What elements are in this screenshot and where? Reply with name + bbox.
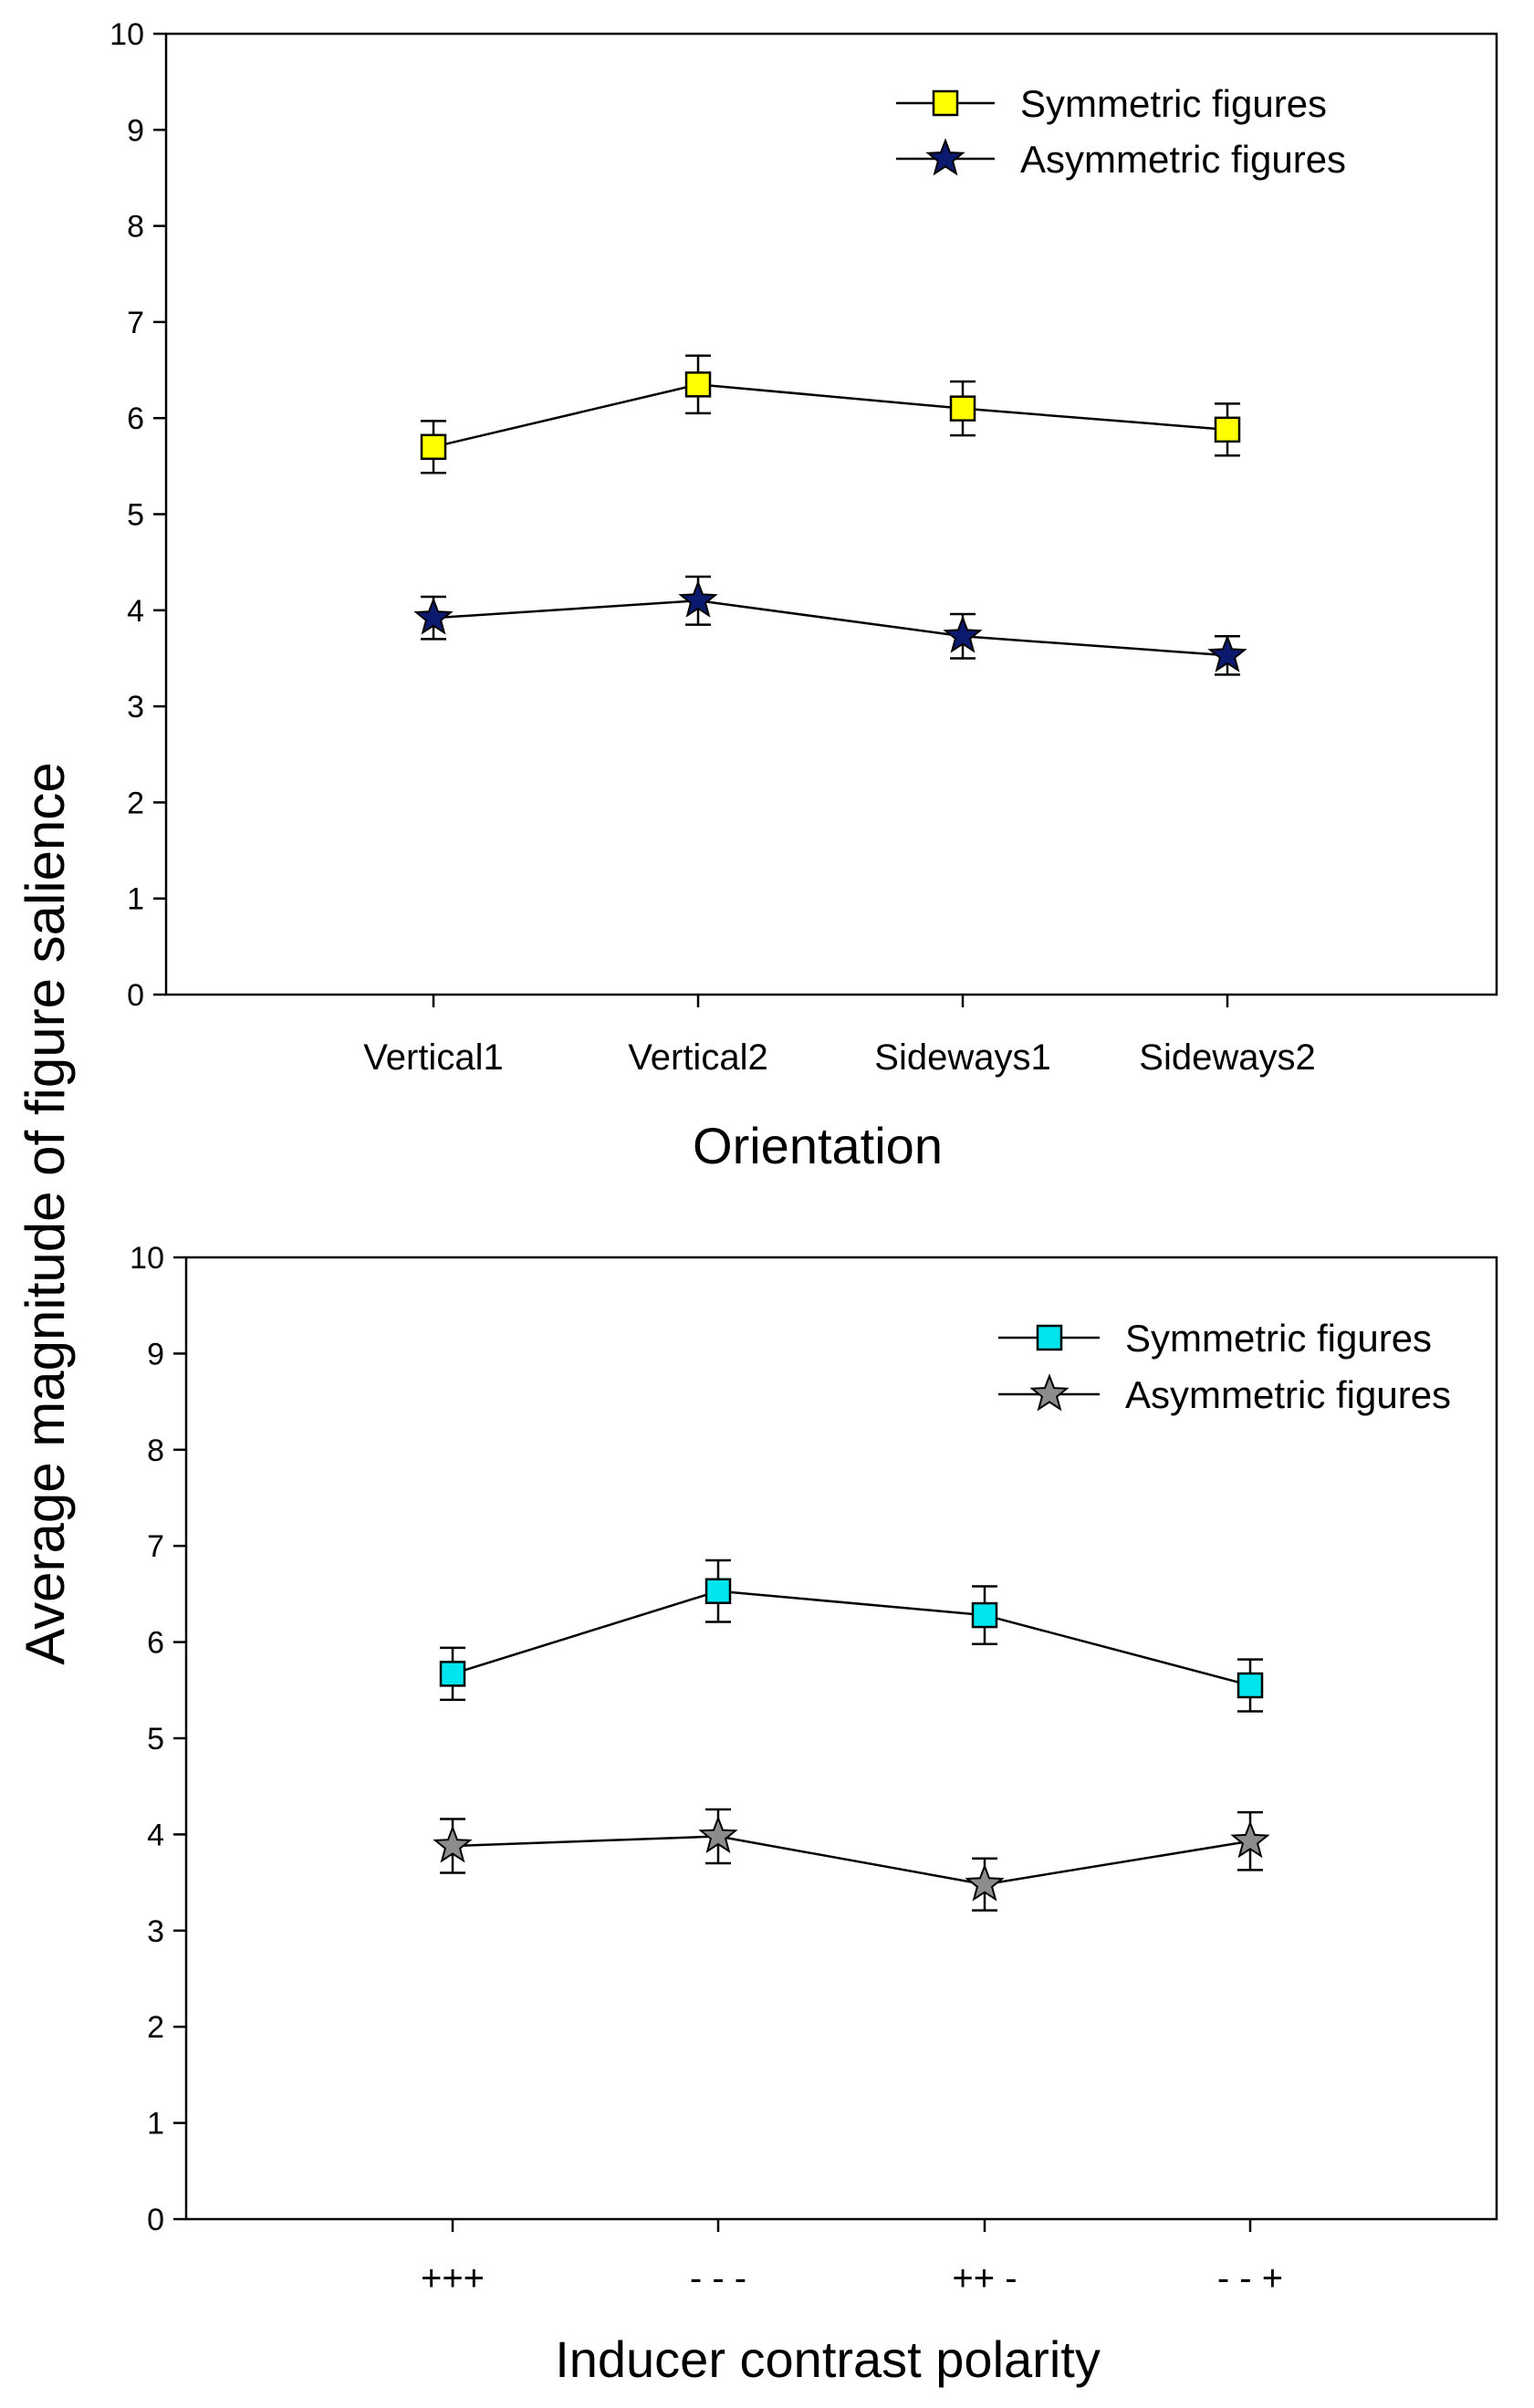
data-point xyxy=(943,615,983,653)
series-line xyxy=(452,1835,1251,1886)
y-axis-title: Average magnitude of figure salience xyxy=(15,762,76,1665)
y-tick-label: 6 xyxy=(147,1626,164,1661)
series-line xyxy=(433,599,1228,657)
legend-label: Symmetric figures xyxy=(1125,1317,1432,1360)
y-tick-label: 10 xyxy=(130,1241,164,1276)
data-point xyxy=(433,1825,473,1863)
data-point xyxy=(949,395,976,422)
data-point xyxy=(420,433,447,461)
series-line xyxy=(433,383,1228,449)
y-tick-label: 7 xyxy=(147,1529,164,1564)
data-point xyxy=(1230,1819,1270,1859)
y-tick-label: 3 xyxy=(147,1914,164,1949)
y-tick-label: 4 xyxy=(127,594,144,629)
y-tick-label: 5 xyxy=(147,1722,164,1756)
data-point xyxy=(965,1863,1005,1902)
data-point xyxy=(1214,416,1241,443)
y-tick-label: 2 xyxy=(147,2010,164,2045)
data-point xyxy=(704,1578,732,1604)
x-tick-label: ++ - xyxy=(952,2258,1017,2299)
chart-panel-orientation: 0 1 2 3 4 5 6 7 8 9 10 Vertical1 Vertical2 Sideways1 S… xyxy=(110,17,1498,1174)
legend-marker xyxy=(1029,1373,1070,1412)
y-tick-label: 5 xyxy=(127,498,144,533)
y-tick-label: 3 xyxy=(127,690,144,724)
y-tick-label: 7 xyxy=(127,306,144,340)
data-point xyxy=(1237,1672,1264,1699)
legend-label: Symmetric figures xyxy=(1020,82,1327,125)
x-tick-label: Vertical2 xyxy=(628,1037,767,1078)
chart-panel-inducer-contrast: 0 1 2 3 4 5 6 7 8 9 10 +++ - - - ++ - - - + Inducer con… xyxy=(130,1241,1498,2388)
data-point xyxy=(698,1815,738,1853)
legend-marker xyxy=(925,138,965,176)
data-point xyxy=(684,371,712,398)
data-point xyxy=(413,597,454,635)
y-tick-label: 4 xyxy=(147,1818,164,1852)
y-tick-label: 1 xyxy=(127,882,144,917)
x-tick-label: Vertical1 xyxy=(363,1037,503,1078)
data-point xyxy=(1207,634,1247,672)
data-point xyxy=(971,1601,998,1629)
y-tick-label: 9 xyxy=(147,1337,164,1371)
x-tick-label: +++ xyxy=(421,2258,485,2299)
series-line xyxy=(452,1590,1251,1687)
data-point xyxy=(678,579,718,618)
y-tick-label: 1 xyxy=(147,2107,164,2142)
x-axis-title: Inducer contrast polarity xyxy=(555,2330,1101,2388)
x-tick-label: Sideways1 xyxy=(874,1037,1050,1078)
legend-label: Asymmetric figures xyxy=(1020,138,1346,181)
y-tick-label: 0 xyxy=(147,2203,164,2237)
y-tick-label: 8 xyxy=(147,1433,164,1468)
x-tick-label: Sideways2 xyxy=(1139,1037,1315,1078)
y-tick-label: 0 xyxy=(127,978,144,1013)
data-point xyxy=(439,1661,466,1687)
legend-label: Asymmetric figures xyxy=(1125,1373,1451,1416)
y-tick-label: 9 xyxy=(127,113,144,148)
y-tick-label: 10 xyxy=(110,17,144,52)
x-tick-label: - - + xyxy=(1217,2258,1283,2299)
y-tick-label: 2 xyxy=(127,786,144,820)
legend-marker xyxy=(932,89,959,117)
x-axis-title: Orientation xyxy=(693,1117,943,1174)
y-tick-label: 6 xyxy=(127,401,144,436)
y-tick-label: 8 xyxy=(127,210,144,245)
legend-marker xyxy=(1036,1324,1063,1351)
x-tick-label: - - - xyxy=(690,2258,746,2299)
